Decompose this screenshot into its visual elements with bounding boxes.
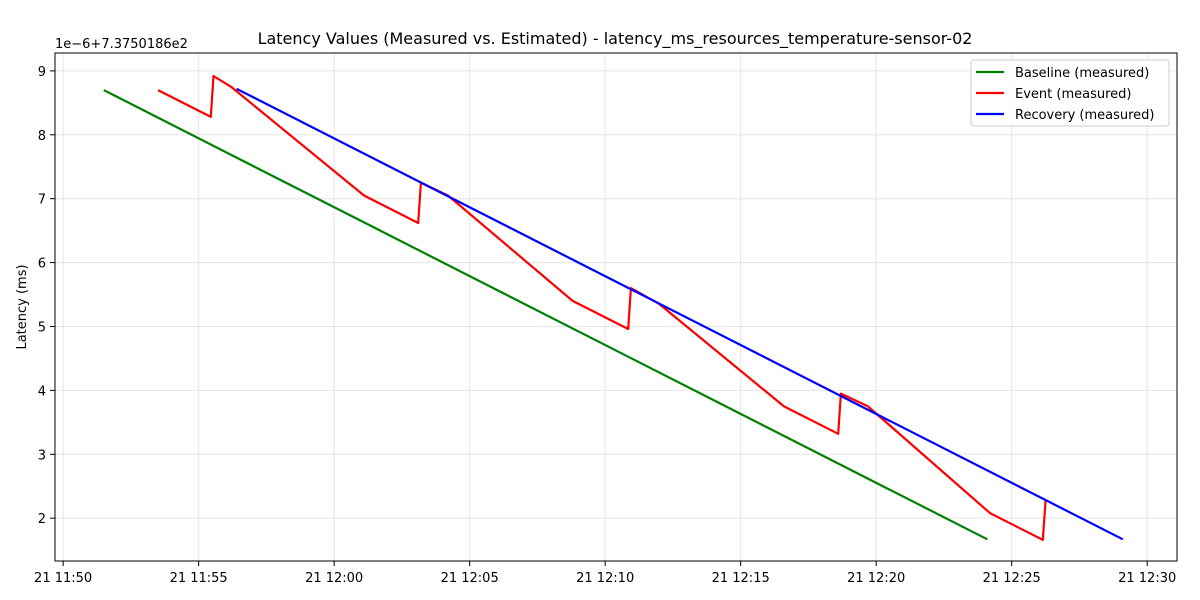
y-axis: 2 3 4 5 6 7 8 9 [38,65,55,527]
x-tick-label: 21 12:30 [1118,571,1176,586]
x-tick-label: 21 11:50 [34,571,92,586]
x-axis: 21 11:50 21 11:55 21 12:00 21 12:05 21 12:10… [34,561,1176,586]
legend-entry-3: Recovery (measured) [1015,108,1155,123]
y-tick-label: 9 [38,65,46,80]
legend-entry-1: Baseline (measured) [1015,66,1149,81]
x-tick-label: 21 12:10 [576,571,634,586]
axis-offset-label: 1e−6+7.3750186e2 [55,37,188,52]
y-tick-label: 2 [38,512,46,527]
y-tick-label: 8 [38,129,46,144]
x-tick-label: 21 11:55 [170,571,228,586]
y-tick-label: 4 [38,384,46,399]
series-line-2 [157,74,1047,542]
y-tick-label: 5 [38,320,46,335]
chart-title: Latency Values (Measured vs. Estimated) … [258,29,973,49]
x-tick-label: 21 12:00 [305,571,363,586]
x-tick-label: 21 12:25 [983,571,1041,586]
series-line-3 [236,87,1124,541]
x-tick-label: 21 12:05 [441,571,499,586]
y-tick-label: 7 [38,193,46,208]
plot-frame [54,52,1178,562]
x-tick-label: 21 12:20 [847,571,905,586]
y-tick-label: 6 [38,257,46,272]
y-axis-label: Latency (ms) [15,264,30,349]
series-layer [103,74,1124,542]
legend-frame [970,59,1170,127]
x-tick-label: 21 12:15 [712,571,770,586]
y-tick-label: 3 [38,448,46,463]
legend: Baseline (measured) Event (measured) Recov… [970,59,1170,127]
legend-entry-2: Event (measured) [1015,87,1131,102]
series-line-1 [103,89,988,541]
